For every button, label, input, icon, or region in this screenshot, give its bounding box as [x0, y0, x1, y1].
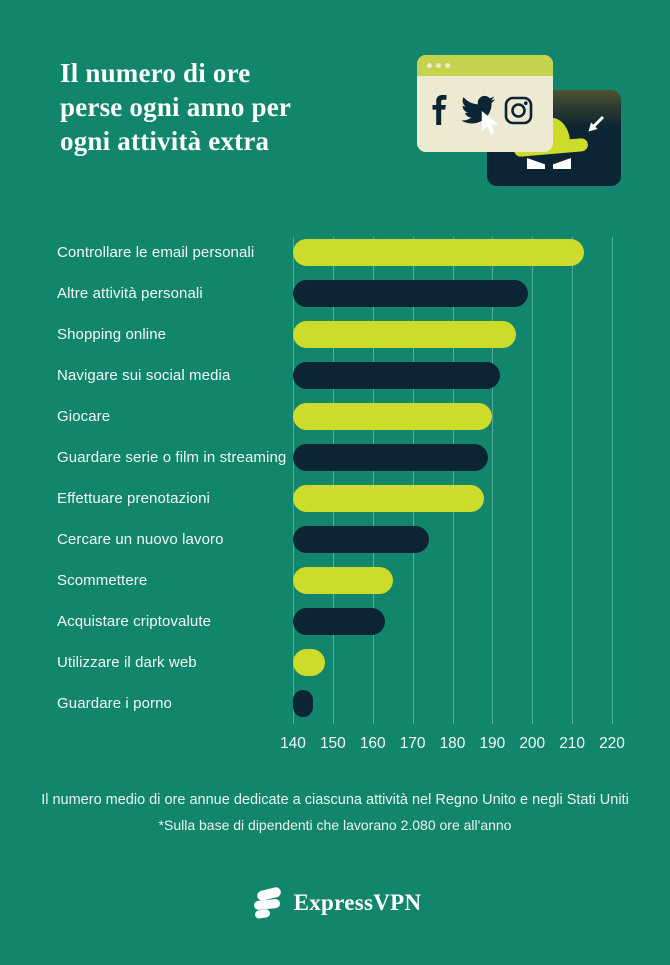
titlebar-dot — [427, 63, 432, 68]
bar — [293, 444, 489, 471]
gridline — [572, 237, 574, 724]
facebook-icon — [432, 95, 447, 125]
category-label: Giocare — [57, 408, 111, 425]
bar — [293, 567, 393, 594]
category-label: Utilizzare il dark web — [57, 654, 197, 671]
title-line-1: Il numero di ore — [60, 58, 251, 88]
x-axis-tick-label: 220 — [599, 735, 625, 752]
gridline — [293, 237, 294, 724]
titlebar-dot — [445, 63, 450, 68]
x-axis-tick-label: 170 — [399, 735, 426, 752]
browser-titlebar — [417, 55, 553, 76]
category-label: Effettuare prenotazioni — [57, 490, 210, 507]
bar — [293, 403, 493, 430]
spy-eye-left — [527, 158, 545, 169]
gridline — [452, 237, 454, 724]
x-axis-tick-label: 200 — [519, 735, 546, 752]
browser-window — [417, 55, 553, 152]
instagram-icon — [504, 96, 533, 124]
footnote-line-1: Il numero medio di ore annue dedicate a … — [41, 792, 629, 808]
x-axis-tick-label: 180 — [439, 735, 466, 752]
category-label: Controllare le email personali — [57, 244, 255, 261]
category-label: Navigare sui social media — [57, 367, 231, 384]
title-line-2: perse ogni anno per — [60, 92, 292, 122]
bar — [293, 526, 429, 553]
gridline — [492, 237, 494, 724]
gridline — [532, 237, 534, 724]
bar — [293, 649, 325, 676]
category-label: Acquistare criptovalute — [57, 613, 212, 630]
category-label: Scommettere — [57, 572, 148, 589]
category-label: Altre attività personali — [57, 285, 203, 302]
gridline — [372, 237, 374, 724]
brand-name: ExpressVPN — [293, 890, 422, 915]
bar — [293, 362, 501, 389]
bar — [293, 321, 517, 348]
x-axis-tick-label: 210 — [559, 735, 586, 752]
header-illustration — [400, 40, 650, 200]
category-label: Guardare i porno — [57, 695, 173, 712]
x-axis-tick-label: 190 — [479, 735, 506, 752]
bar — [293, 280, 529, 307]
titlebar-dot — [436, 63, 441, 68]
gridline — [612, 237, 613, 724]
bar — [293, 485, 485, 512]
x-axis-tick-label: 160 — [359, 735, 386, 752]
bar — [293, 239, 585, 266]
spy-eye-right — [553, 158, 571, 169]
brand-logo: ExpressVPN — [0, 881, 670, 925]
title-line-3: ogni attività extra — [60, 126, 270, 156]
expressvpn-logo-icon — [253, 887, 281, 919]
category-label: Guardare serie o film in streaming — [57, 449, 287, 466]
arrow-cursor-icon — [588, 115, 605, 132]
gridline — [332, 237, 334, 724]
page-title: Il numero di ore perse ogni anno per ogn… — [60, 56, 390, 158]
gridline — [412, 237, 414, 724]
footnote-line-2: *Sulla base di dipendenti che lavorano 2… — [158, 817, 512, 833]
bar — [293, 608, 385, 635]
bar — [293, 690, 313, 717]
x-axis-tick-label: 150 — [319, 735, 346, 752]
x-axis-tick-label: 140 — [280, 735, 306, 752]
category-label: Cercare un nuovo lavoro — [57, 531, 224, 548]
category-label: Shopping online — [57, 326, 167, 343]
pointer-cursor-icon — [481, 111, 499, 135]
